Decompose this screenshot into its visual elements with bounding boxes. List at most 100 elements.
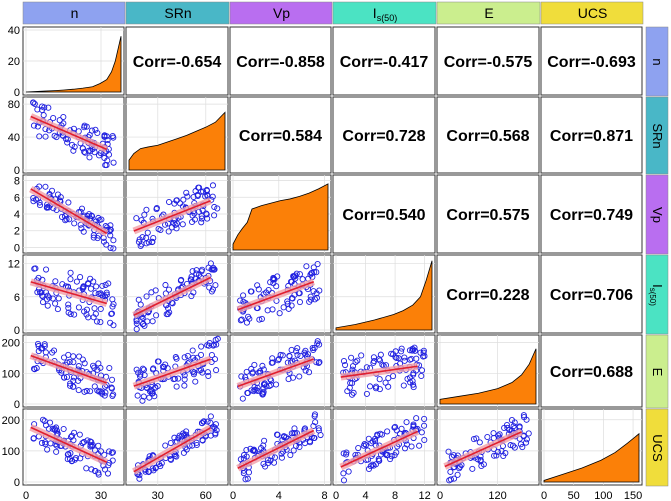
data-point xyxy=(79,439,86,447)
data-point xyxy=(509,442,517,449)
data-point xyxy=(158,460,165,467)
scatter-layer xyxy=(29,99,117,169)
data-point xyxy=(194,191,201,198)
data-point xyxy=(251,448,259,455)
data-point xyxy=(139,321,146,328)
data-point xyxy=(244,389,251,396)
cell-E-Vp xyxy=(229,334,332,408)
data-point xyxy=(204,215,211,222)
data-point xyxy=(63,374,71,381)
header-label-UCS: UCS xyxy=(578,5,608,21)
data-point xyxy=(85,280,92,287)
data-point xyxy=(418,367,426,374)
data-point xyxy=(43,296,50,303)
data-point xyxy=(34,289,41,296)
data-point xyxy=(69,141,76,148)
data-point xyxy=(43,266,50,273)
data-point xyxy=(294,345,301,352)
data-point xyxy=(410,384,417,391)
data-point xyxy=(310,422,317,430)
data-point xyxy=(180,196,187,203)
corr-label: Corr=-0.693 xyxy=(547,54,636,71)
data-point xyxy=(88,438,95,446)
data-point xyxy=(383,452,390,459)
data-point xyxy=(384,428,391,435)
data-point xyxy=(276,310,283,317)
data-point xyxy=(149,366,156,373)
data-point xyxy=(491,452,498,459)
y-tick-label: 200 xyxy=(2,338,20,350)
data-point xyxy=(193,439,200,446)
data-point xyxy=(411,344,418,351)
data-point xyxy=(493,452,500,459)
data-point xyxy=(150,235,157,242)
data-point xyxy=(39,416,47,423)
data-point xyxy=(75,363,82,370)
data-point xyxy=(81,148,88,155)
cell-frame xyxy=(436,26,540,96)
y-tick-label: 2 xyxy=(14,226,20,238)
data-point xyxy=(71,311,78,318)
data-point xyxy=(211,266,218,273)
x-tick-label: 30 xyxy=(95,490,107,501)
data-point xyxy=(44,203,51,211)
data-point xyxy=(145,468,152,475)
data-point xyxy=(200,418,207,425)
data-point xyxy=(385,383,392,390)
cell-E-E xyxy=(436,334,540,408)
data-point xyxy=(254,384,261,391)
cumulative-area xyxy=(25,36,122,93)
cell-SRn-SRn xyxy=(125,96,229,174)
data-point xyxy=(175,375,182,382)
data-point xyxy=(70,353,77,360)
data-point xyxy=(210,423,217,430)
data-point xyxy=(296,271,303,278)
data-point xyxy=(56,117,63,124)
data-point xyxy=(271,454,278,461)
data-point xyxy=(198,219,205,226)
data-point xyxy=(58,213,66,220)
data-point xyxy=(78,225,85,232)
data-point xyxy=(280,304,287,311)
header-tab-I_s(50) xyxy=(332,1,437,25)
data-point xyxy=(179,221,186,228)
data-point xyxy=(286,352,293,359)
data-point xyxy=(198,188,205,195)
data-point xyxy=(260,460,267,467)
data-point xyxy=(407,374,414,381)
cell-E-UCS: Corr=0.688 xyxy=(540,334,643,408)
y-tick-label: 4 xyxy=(14,209,20,221)
data-point xyxy=(504,424,511,431)
x-tick-label: 0 xyxy=(333,490,339,501)
cell-n-UCS: Corr=-0.693 xyxy=(540,26,643,96)
data-point xyxy=(109,392,116,399)
y-tick-label: 20 xyxy=(8,56,20,68)
data-point xyxy=(78,205,86,212)
data-point xyxy=(165,228,172,235)
data-point xyxy=(104,470,112,477)
cell-n-n xyxy=(22,26,125,96)
data-point xyxy=(73,278,80,285)
data-point xyxy=(403,419,410,426)
data-point xyxy=(266,382,273,390)
data-point xyxy=(310,264,317,271)
data-point xyxy=(184,193,191,200)
data-point xyxy=(349,363,357,370)
data-point xyxy=(296,299,304,306)
data-point xyxy=(307,296,314,303)
data-point xyxy=(92,290,99,297)
cell-n-I_s(50): Corr=-0.417 xyxy=(332,26,436,96)
data-point xyxy=(207,413,214,420)
data-point xyxy=(101,466,109,473)
data-point xyxy=(403,441,410,448)
data-point xyxy=(79,356,86,363)
data-point xyxy=(199,436,206,443)
data-point xyxy=(212,282,219,289)
data-point xyxy=(143,206,150,213)
data-point xyxy=(70,147,77,154)
data-point xyxy=(445,448,452,455)
data-point xyxy=(238,373,245,380)
data-point xyxy=(87,285,94,292)
data-point xyxy=(48,187,56,194)
